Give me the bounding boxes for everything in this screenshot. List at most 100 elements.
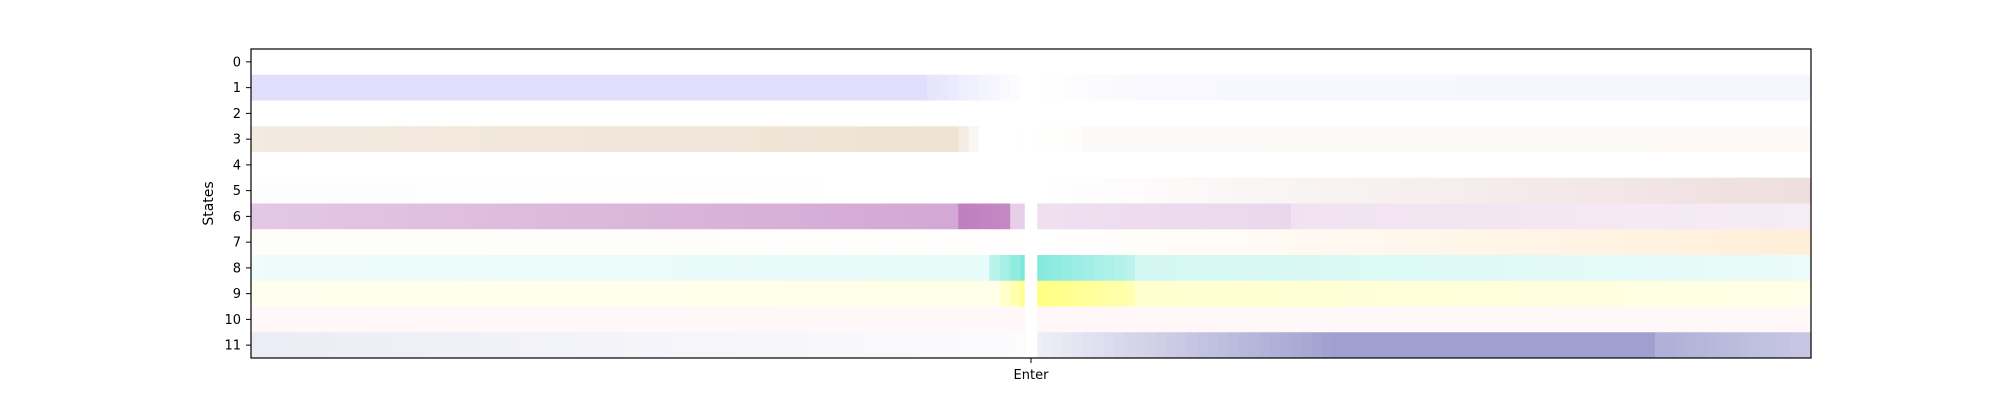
heatmap-cell [1759,49,1770,76]
heatmap-cell [781,229,793,256]
heatmap-cell [1239,49,1250,76]
heatmap-cell [459,100,470,127]
heatmap-cell [594,332,606,359]
heatmap-cell [927,229,938,256]
heatmap-cell [750,203,762,230]
heatmap-cell [1259,126,1271,153]
heatmap-cell [1613,74,1625,101]
heatmap-cell [802,203,814,230]
heatmap-cell [802,332,814,359]
heatmap-cell [1447,49,1458,76]
heatmap-cell [1041,152,1053,179]
heatmap-cell [1759,203,1770,230]
heatmap-cell [1509,203,1521,230]
heatmap-cell [1228,126,1240,153]
heatmap-cell [979,255,990,282]
heatmap-cell [968,255,980,282]
heatmap-cell [1769,100,1781,127]
heatmap-cell [438,332,450,359]
heatmap-cell [854,229,866,256]
heatmap-cell [271,332,283,359]
heatmap-cell [1707,177,1718,204]
heatmap-cell [438,126,450,153]
heatmap-cell [615,229,626,256]
heatmap-cell [1166,49,1178,76]
heatmap-cell [1571,49,1583,76]
heatmap-row-8 [251,255,1812,282]
heatmap-cell [1384,255,1396,282]
heatmap-cell [1249,255,1261,282]
heatmap-cell [344,49,356,76]
heatmap-cell [760,152,772,179]
heatmap-cell [750,229,762,256]
heatmap-cell [438,203,450,230]
heatmap-cell [667,332,678,359]
heatmap-cell [479,255,491,282]
heatmap-cell [1249,177,1261,204]
heatmap-cell [500,152,512,179]
heatmap-cell [1218,306,1230,333]
heatmap-cell [1467,255,1479,282]
heatmap-cell [1488,152,1500,179]
heatmap-cell [1540,177,1552,204]
heatmap-cell [1239,203,1250,230]
heatmap-cell [1530,306,1542,333]
heatmap-cell [251,74,262,101]
heatmap-cell [1613,152,1625,179]
heatmap-cell [750,49,762,76]
heatmap-cell [719,203,730,230]
heatmap-cell [407,177,418,204]
heatmap-cell [1738,203,1750,230]
heatmap-cell [292,100,304,127]
heatmap-cell [573,177,585,204]
heatmap-cell [1613,280,1625,307]
heatmap-cell [999,126,1011,153]
heatmap-cell [625,152,637,179]
heatmap-cell [1530,229,1542,256]
heatmap-cell [271,49,283,76]
heatmap-cell [1696,255,1708,282]
heatmap-cell [999,49,1011,76]
heatmap-cell [563,229,574,256]
heatmap-cell [375,177,387,204]
heatmap-cell [781,255,793,282]
y-tick-label: 10 [224,313,241,328]
heatmap-cell [1041,255,1053,282]
heatmap-cell [375,49,387,76]
heatmap-cell [1603,280,1614,307]
heatmap-cell [417,306,429,333]
heatmap-cell [1748,280,1760,307]
heatmap-cell [365,306,377,333]
heatmap-cell [1176,255,1188,282]
heatmap-cell [1270,280,1282,307]
heatmap-cell [1249,49,1261,76]
heatmap-cell [1124,203,1136,230]
heatmap-cell [1135,49,1146,76]
heatmap-cell [968,203,980,230]
heatmap-cell [677,255,689,282]
heatmap-cell [407,126,418,153]
heatmap-cell [261,177,273,204]
heatmap-cell [563,332,574,359]
heatmap-cell [563,49,574,76]
heatmap-cell [1311,255,1323,282]
heatmap-cell [760,74,772,101]
heatmap-cell [687,177,699,204]
heatmap-cell [1707,306,1718,333]
heatmap-cell [1384,306,1396,333]
heatmap-cell [625,74,637,101]
heatmap-cell [1790,280,1802,307]
heatmap-cell [781,332,793,359]
heatmap-cell [1634,126,1646,153]
heatmap-cell [750,126,762,153]
heatmap-cell [771,203,782,230]
heatmap-cell [1124,280,1136,307]
heatmap-cell [667,229,678,256]
heatmap-cell [729,74,741,101]
heatmap-cell [1083,203,1094,230]
heatmap-cell [282,126,294,153]
heatmap-cell [875,332,886,359]
heatmap-cell [1374,229,1386,256]
heatmap-cell [1415,203,1427,230]
heatmap-cell [729,280,741,307]
